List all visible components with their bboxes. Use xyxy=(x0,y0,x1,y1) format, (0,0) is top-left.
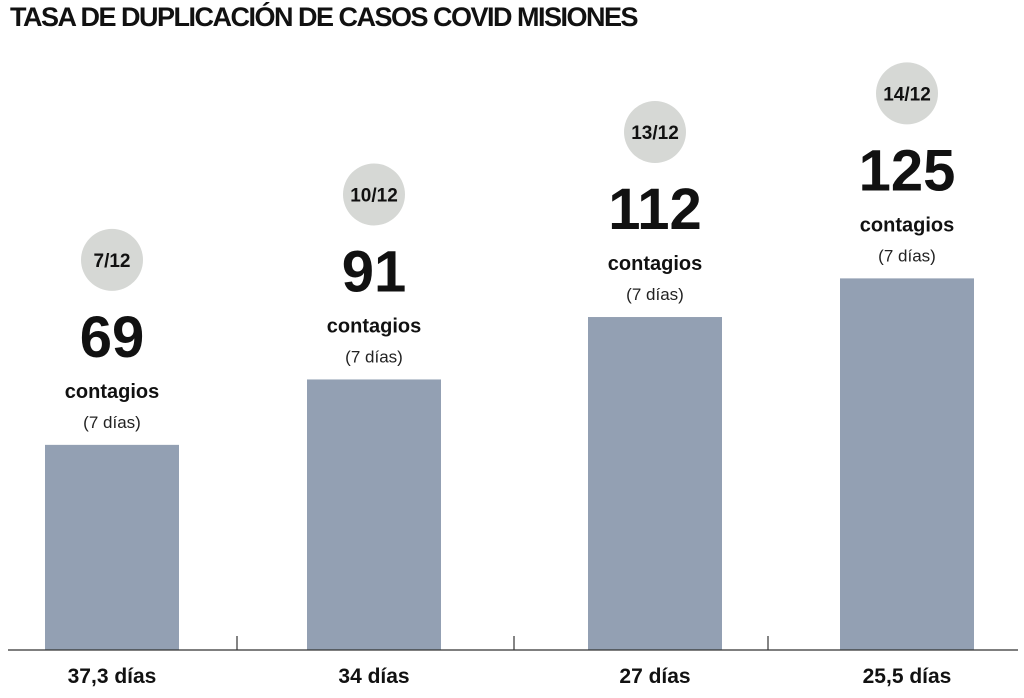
data-label: 91 xyxy=(342,239,407,304)
x-tick-label: 37,3 días xyxy=(68,665,157,688)
value-period-label: (7 días) xyxy=(878,246,936,265)
date-badge xyxy=(624,101,686,164)
bar-1 xyxy=(45,444,179,650)
bar-4 xyxy=(840,278,974,650)
bar-2 xyxy=(307,379,441,650)
date-badge xyxy=(876,62,938,125)
x-tick-label: 25,5 días xyxy=(863,665,952,688)
chart-title: TASA DE DUPLICACIÓN DE CASOS COVID MISIO… xyxy=(10,2,639,32)
data-label: 125 xyxy=(859,138,956,203)
value-unit-label: contagios xyxy=(860,214,954,236)
date-badge xyxy=(343,163,405,226)
bar-annotation-3: (7 días) contagios 112 13/12 xyxy=(608,101,702,304)
value-unit-label: contagios xyxy=(327,315,421,337)
x-tick-label: 27 días xyxy=(619,665,690,688)
date-badge-label: 10/12 xyxy=(350,185,398,206)
value-unit-label: contagios xyxy=(608,253,702,275)
bar-annotation-1: (7 días) contagios 69 7/12 xyxy=(65,228,159,432)
bar-annotation-4: (7 días) contagios 125 14/12 xyxy=(859,62,956,265)
value-period-label: (7 días) xyxy=(345,347,403,366)
data-label: 69 xyxy=(80,305,145,370)
value-period-label: (7 días) xyxy=(83,413,141,432)
value-period-label: (7 días) xyxy=(626,285,684,304)
x-tick-label: 34 días xyxy=(338,665,409,688)
data-label: 112 xyxy=(608,177,702,242)
date-badge-label: 7/12 xyxy=(94,251,131,272)
date-badge xyxy=(81,228,143,291)
value-unit-label: contagios xyxy=(65,381,159,403)
bar-annotation-2: (7 días) contagios 91 10/12 xyxy=(327,163,421,366)
date-badge-label: 13/12 xyxy=(631,123,679,144)
bar-3 xyxy=(588,317,722,650)
date-badge-label: 14/12 xyxy=(883,84,931,105)
